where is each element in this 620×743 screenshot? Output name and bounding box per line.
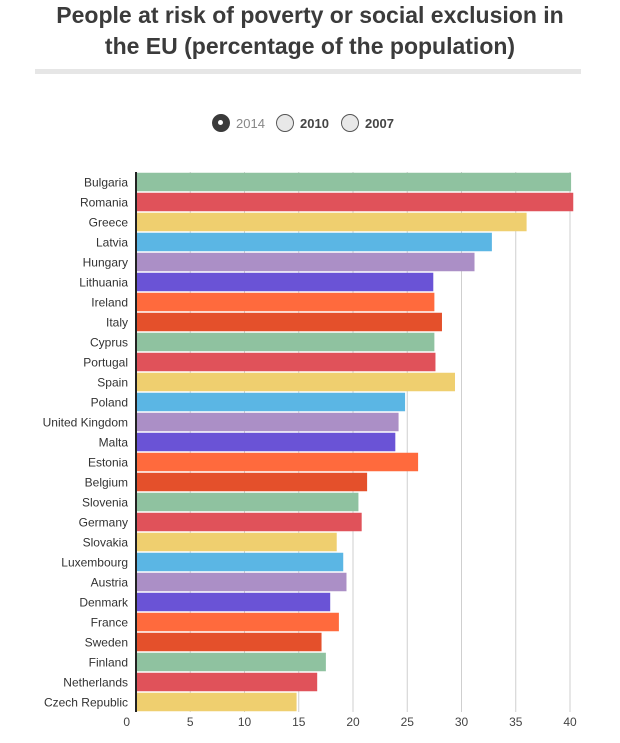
bar bbox=[136, 592, 331, 612]
bar bbox=[136, 432, 396, 452]
bar bbox=[136, 352, 436, 372]
chart-title: People at risk of poverty or social excl… bbox=[0, 0, 620, 62]
category-label: Estonia bbox=[88, 456, 128, 470]
category-label: Czech Republic bbox=[44, 696, 128, 710]
bar bbox=[136, 212, 527, 232]
category-label: France bbox=[91, 616, 129, 630]
category-label: Belgium bbox=[85, 476, 128, 490]
bar bbox=[136, 372, 455, 392]
bar bbox=[136, 572, 347, 592]
title-line-2: the EU (percentage of the population) bbox=[104, 33, 516, 59]
category-label: Slovenia bbox=[82, 496, 128, 510]
category-label: Netherlands bbox=[63, 676, 128, 690]
radio-label-2014: 2014 bbox=[236, 115, 265, 131]
bar bbox=[136, 452, 419, 472]
x-tick-label: 25 bbox=[401, 715, 415, 729]
category-label: Cyprus bbox=[90, 336, 128, 350]
bar bbox=[136, 492, 359, 512]
bar bbox=[136, 472, 368, 492]
bar-chart: 0 5 10 15 20 25 30 35 40 Bulgaria Romania Greece Lat… bbox=[43, 172, 577, 729]
bar bbox=[136, 632, 322, 652]
category-label: Germany bbox=[79, 516, 128, 530]
radio-2014[interactable]: 2014 bbox=[212, 112, 265, 134]
x-tick-label: 30 bbox=[455, 715, 469, 729]
radio-label-2007: 2007 bbox=[365, 115, 394, 131]
category-label: Slovakia bbox=[83, 536, 129, 550]
title-divider bbox=[35, 69, 581, 74]
bar bbox=[136, 392, 406, 412]
category-label: United Kingdom bbox=[43, 416, 128, 430]
bar bbox=[136, 272, 434, 292]
year-selector: 2014 2010 2007 bbox=[0, 112, 620, 136]
bar bbox=[136, 332, 435, 352]
bar bbox=[136, 192, 574, 212]
bar bbox=[136, 652, 326, 672]
x-tick-label: 20 bbox=[346, 715, 360, 729]
title-line-1: People at risk of poverty or social excl… bbox=[56, 2, 564, 28]
category-label: Greece bbox=[89, 216, 129, 230]
x-tick-label: 0 bbox=[123, 715, 130, 729]
category-label: Austria bbox=[91, 576, 129, 590]
category-label: Portugal bbox=[83, 356, 128, 370]
category-label: Lithuania bbox=[79, 276, 128, 290]
x-tick-label: 5 bbox=[187, 715, 194, 729]
category-label: Romania bbox=[80, 196, 128, 210]
category-label: Finland bbox=[89, 656, 128, 670]
category-label: Poland bbox=[91, 396, 128, 410]
radio-circle-2010 bbox=[276, 114, 294, 132]
radio-circle-2007 bbox=[341, 114, 359, 132]
x-tick-label: 10 bbox=[238, 715, 252, 729]
x-tick-label: 40 bbox=[563, 715, 577, 729]
bar bbox=[136, 672, 318, 692]
bar bbox=[136, 552, 344, 572]
bar bbox=[136, 312, 442, 332]
bar bbox=[136, 232, 492, 252]
category-label: Sweden bbox=[85, 636, 128, 650]
bar bbox=[136, 412, 399, 432]
bar bbox=[136, 532, 337, 552]
category-label: Italy bbox=[106, 316, 128, 330]
x-tick-label: 35 bbox=[509, 715, 523, 729]
x-tick-label: 15 bbox=[292, 715, 306, 729]
category-label: Latvia bbox=[96, 236, 128, 250]
bar bbox=[136, 252, 475, 272]
bar bbox=[136, 692, 297, 712]
category-label: Ireland bbox=[91, 296, 128, 310]
category-label: Bulgaria bbox=[84, 176, 128, 190]
bar bbox=[136, 292, 435, 312]
bar bbox=[136, 612, 339, 632]
category-label: Spain bbox=[97, 376, 128, 390]
category-label: Malta bbox=[99, 436, 129, 450]
category-label: Denmark bbox=[79, 596, 129, 610]
bar bbox=[136, 512, 362, 532]
radio-label-2010: 2010 bbox=[300, 115, 329, 131]
radio-circle-2014 bbox=[212, 114, 230, 132]
bar bbox=[136, 172, 572, 192]
radio-2007[interactable]: 2007 bbox=[341, 112, 394, 134]
radio-2010[interactable]: 2010 bbox=[276, 112, 329, 134]
category-label: Luxembourg bbox=[61, 556, 128, 570]
category-label: Hungary bbox=[83, 256, 128, 270]
